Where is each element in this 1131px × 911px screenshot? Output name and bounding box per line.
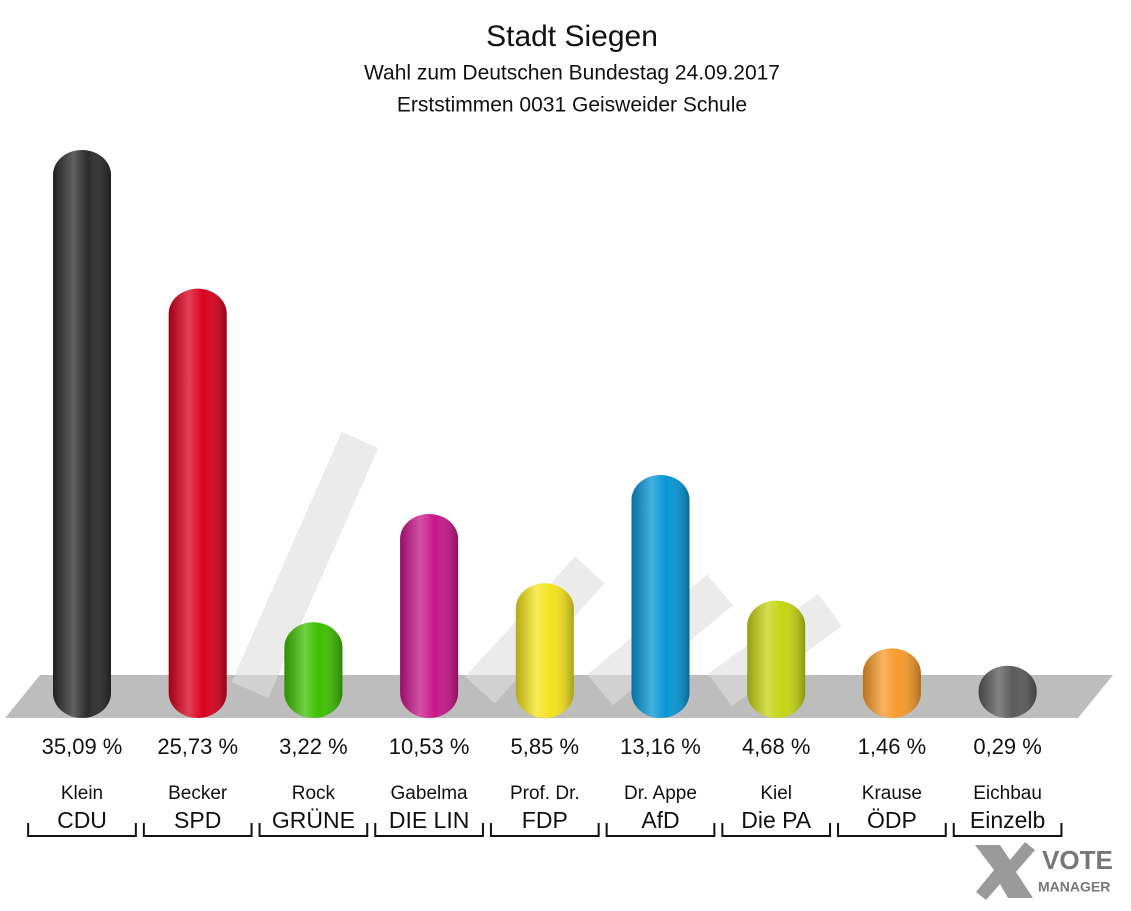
candidate-label: Klein	[61, 783, 103, 804]
x-tick-label: CDU	[57, 807, 107, 833]
subtitle: Erststimmen 0031 Geisweider Schule	[397, 94, 747, 117]
candidate-label: Dr. Appe	[624, 783, 697, 804]
x-tick-label: FDP	[522, 807, 568, 833]
subtitle: Wahl zum Deutschen Bundestag 24.09.2017	[364, 62, 780, 85]
candidate-label: Rock	[292, 783, 336, 804]
value-label: 0,29 %	[973, 734, 1042, 759]
bracket	[837, 823, 947, 837]
bar-shine	[53, 149, 111, 719]
logo-text: MANAGER	[1038, 879, 1110, 895]
logo-icon	[975, 842, 1035, 900]
value-label: 3,22 %	[279, 734, 348, 759]
candidate-label: Eichbau	[973, 783, 1042, 804]
logo-text: VOTE	[1042, 845, 1113, 875]
x-tick-label: ÖDP	[867, 807, 917, 833]
bracket	[721, 823, 832, 837]
value-label: 13,16 %	[620, 734, 701, 759]
bracket	[952, 823, 1063, 837]
value-label: 5,85 %	[511, 734, 580, 759]
value-label: 25,73 %	[157, 734, 238, 759]
bar-shine	[284, 622, 343, 718]
x-tick-label: Die PA	[741, 807, 812, 833]
bar-shine	[400, 513, 459, 718]
value-label: 10,53 %	[389, 734, 470, 759]
bar-shine	[515, 583, 574, 718]
x-tick-label: Einzelb	[970, 807, 1045, 833]
candidate-label: Gabelma	[391, 783, 469, 804]
logo: VOTE MANAGER	[975, 842, 1113, 900]
bracket	[489, 823, 600, 837]
shadow	[231, 431, 379, 699]
x-tick-label: SPD	[174, 807, 221, 833]
x-tick-label: GRÜNE	[272, 807, 355, 833]
bar-shine	[631, 474, 690, 718]
bar-shine	[978, 665, 1037, 718]
value-label: 1,46 %	[858, 734, 927, 759]
bar-shine	[168, 288, 227, 718]
candidate-label: Kiel	[760, 783, 792, 804]
bar-shine	[747, 600, 806, 718]
bracket	[605, 823, 716, 837]
value-label: 4,68 %	[742, 734, 811, 759]
bracket	[374, 823, 484, 837]
bracket	[27, 823, 137, 837]
bracket	[258, 823, 369, 837]
value-label: 35,09 %	[42, 734, 123, 759]
candidate-label: Becker	[168, 783, 228, 804]
bar-shine	[862, 648, 921, 718]
x-tick-label: DIE LIN	[389, 807, 470, 833]
candidate-label: Prof. Dr.	[510, 783, 580, 804]
x-tick-label: AfD	[641, 807, 679, 833]
candidate-label: Krause	[862, 783, 922, 804]
chart-title: Stadt Siegen	[486, 20, 658, 53]
bracket	[142, 823, 253, 837]
